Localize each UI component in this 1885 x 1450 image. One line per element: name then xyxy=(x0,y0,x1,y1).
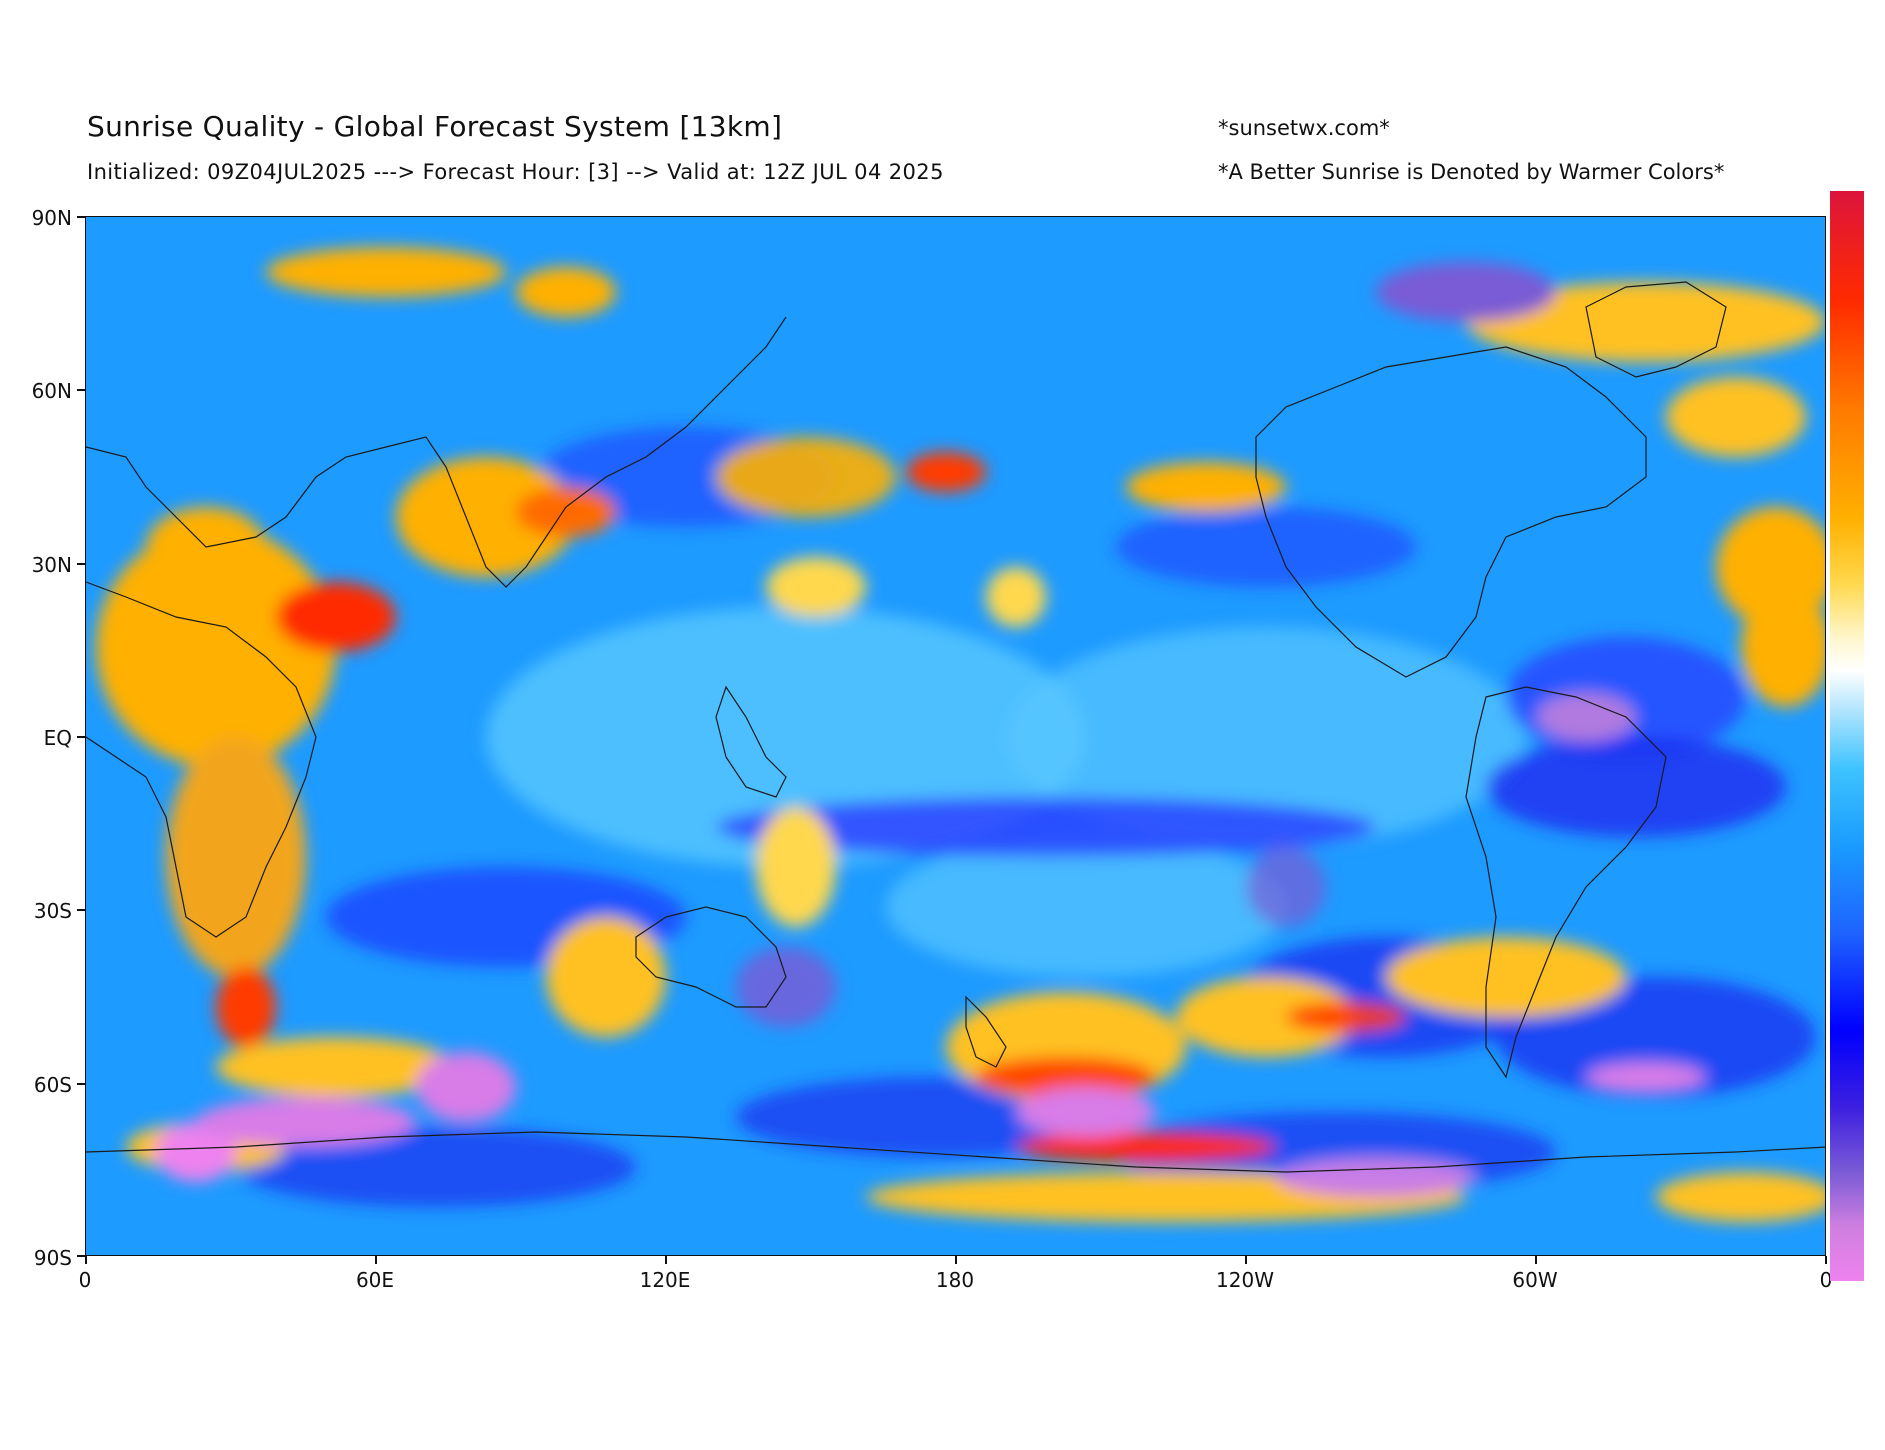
lat-label-60s: 60S xyxy=(33,1073,72,1097)
lat-label-90n: 90N xyxy=(31,206,72,230)
lat-tick xyxy=(77,736,85,738)
lat-label-60n: 60N xyxy=(31,379,72,403)
lon-tick xyxy=(85,1256,87,1264)
lat-tick xyxy=(77,1083,85,1085)
lon-tick xyxy=(955,1256,957,1264)
lat-tick xyxy=(77,909,85,911)
forecast-map[interactable] xyxy=(85,216,1826,1256)
map-title: Sunrise Quality - Global Forecast System… xyxy=(87,110,783,143)
lon-tick xyxy=(1535,1256,1537,1264)
lon-label-0: 0 xyxy=(78,1268,92,1292)
lon-tick xyxy=(665,1256,667,1264)
legend-note: *A Better Sunrise is Denoted by Warmer C… xyxy=(1218,160,1725,184)
lon-tick xyxy=(1245,1256,1247,1264)
colorbar-legend xyxy=(1830,191,1864,1281)
lat-label-eq: EQ xyxy=(43,726,72,750)
lat-tick xyxy=(77,1255,85,1257)
lon-label-60w: 60W xyxy=(1512,1268,1558,1292)
coastlines xyxy=(86,281,1825,1173)
lat-label-30s: 30S xyxy=(33,899,72,923)
lon-label-0-east: 0 xyxy=(1819,1268,1833,1292)
lat-tick xyxy=(77,216,85,218)
lat-tick xyxy=(77,563,85,565)
lon-label-180: 180 xyxy=(935,1268,975,1292)
lat-label-90s: 90S xyxy=(33,1246,72,1270)
forecast-field xyxy=(86,217,1825,1255)
forecast-info: Initialized: 09Z04JUL2025 ---> Forecast … xyxy=(87,160,944,184)
lon-label-120e: 120E xyxy=(639,1268,691,1292)
lat-tick xyxy=(77,389,85,391)
lon-label-120w: 120W xyxy=(1216,1268,1274,1292)
lon-label-60e: 60E xyxy=(355,1268,395,1292)
lon-tick xyxy=(375,1256,377,1264)
lon-tick xyxy=(1825,1256,1827,1264)
lat-label-30n: 30N xyxy=(31,553,72,577)
site-credit: *sunsetwx.com* xyxy=(1218,116,1390,140)
field-blobs xyxy=(96,247,1825,1222)
